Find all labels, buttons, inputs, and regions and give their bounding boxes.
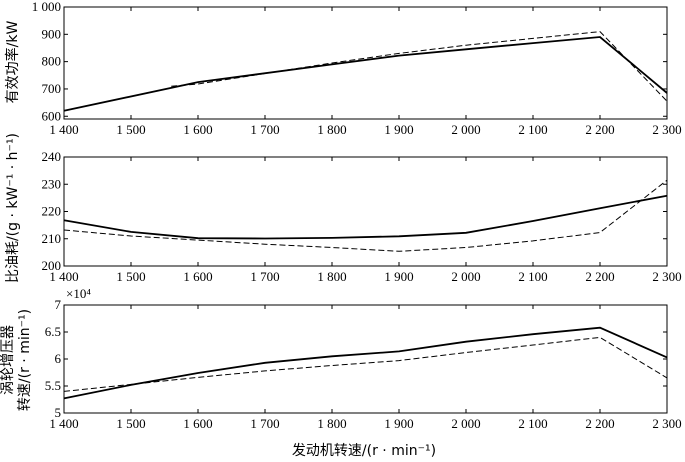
- turbo-series-dashed: [63, 336, 668, 392]
- turbo-y-tick-label: 7: [55, 297, 62, 312]
- bsfc-x-tick-label: 1 600: [183, 269, 212, 284]
- bsfc-x-tick-label: 2 100: [518, 269, 547, 284]
- power-x-tick-label: 1 400: [49, 122, 78, 137]
- power-series-solid: [63, 36, 668, 112]
- power-panel: 1 400 1 500 1 600 1 700 1 800 1 900 2 000 2 100…: [32, 0, 682, 137]
- power-x-tick-label: 1 900: [384, 122, 413, 137]
- turbo-speed-panel: 1 400 1 500 1 600 1 700 1 800 1 900 2 000 2 100…: [45, 297, 682, 431]
- turbo-y-tick-label: 5.5: [45, 378, 61, 393]
- turbo-ylabel-line1: 涡轮增压器: [0, 325, 16, 395]
- bsfc-y-tick-label: 240: [42, 149, 62, 164]
- power-x-tick-label: 2 200: [585, 122, 614, 137]
- turbo-scale-label: ×10⁴: [66, 286, 91, 301]
- power-y-tick-label: 1 000: [32, 0, 61, 14]
- turbo-x-tick-label: 1 700: [250, 416, 279, 431]
- power-series-dashed: [171, 31, 668, 102]
- power-y-tick-label: 700: [42, 81, 62, 96]
- turbo-ylabel-line2: 转速/(r · min⁻¹): [17, 309, 33, 411]
- turbo-y-tick-label: 5: [55, 405, 62, 420]
- power-frame: [63, 6, 668, 120]
- turbo-x-tick-label: 2 000: [451, 416, 480, 431]
- power-x-tick-label: 2 300: [652, 122, 681, 137]
- turbo-x-tick-label: 2 300: [652, 416, 681, 431]
- power-y-tick-label: 800: [42, 54, 62, 69]
- power-x-tick-label: 1 600: [183, 122, 212, 137]
- power-x-tick-label: 1 500: [116, 122, 145, 137]
- bsfc-x-tick-label: 1 400: [49, 269, 78, 284]
- power-y-tick-label: 600: [42, 108, 62, 123]
- power-y-tick-label: 900: [42, 26, 62, 41]
- bsfc-x-tick-label: 2 200: [585, 269, 614, 284]
- bsfc-y-tick-label: 220: [42, 204, 62, 219]
- bsfc-y-tick-label: 210: [42, 231, 62, 246]
- turbo-y-tick-label: 6: [55, 351, 62, 366]
- bsfc-ylabel: 比油耗/(g · kW⁻¹ · h⁻¹): [5, 133, 21, 283]
- bsfc-y-tick-label: 230: [42, 176, 62, 191]
- turbo-series-solid: [63, 326, 668, 400]
- bsfc-x-tick-label: 1 700: [250, 269, 279, 284]
- x-axis-label: 发动机转速/(r · min⁻¹): [292, 443, 436, 459]
- bsfc-y-tick-label: 200: [42, 258, 62, 273]
- bsfc-panel: 1 400 1 500 1 600 1 700 1 800 1 900 2 000 2 100…: [42, 149, 682, 284]
- turbo-x-tick-label: 2 100: [518, 416, 547, 431]
- power-x-tick-label: 1 800: [317, 122, 346, 137]
- turbo-x-tick-label: 1 500: [116, 416, 145, 431]
- power-ylabel: 有效功率/kW: [4, 21, 21, 104]
- power-x-tick-label: 2 100: [518, 122, 547, 137]
- turbo-x-tick-label: 2 200: [585, 416, 614, 431]
- bsfc-x-tick-label: 1 800: [317, 269, 346, 284]
- turbo-x-tick-label: 1 800: [317, 416, 346, 431]
- turbo-frame: [63, 304, 668, 414]
- turbo-x-tick-label: 1 600: [183, 416, 212, 431]
- bsfc-x-tick-label: 1 500: [116, 269, 145, 284]
- turbo-x-tick-label: 1 900: [384, 416, 413, 431]
- turbo-x-tick-label: 1 400: [49, 416, 78, 431]
- bsfc-series-dashed: [63, 179, 668, 252]
- bsfc-series-solid: [63, 194, 668, 240]
- power-x-tick-label: 1 700: [250, 122, 279, 137]
- bsfc-x-tick-label: 2 300: [652, 269, 681, 284]
- bsfc-x-tick-label: 2 000: [451, 269, 480, 284]
- power-x-tick-label: 2 000: [451, 122, 480, 137]
- bsfc-x-tick-label: 1 900: [384, 269, 413, 284]
- turbo-y-tick-label: 6.5: [45, 324, 61, 339]
